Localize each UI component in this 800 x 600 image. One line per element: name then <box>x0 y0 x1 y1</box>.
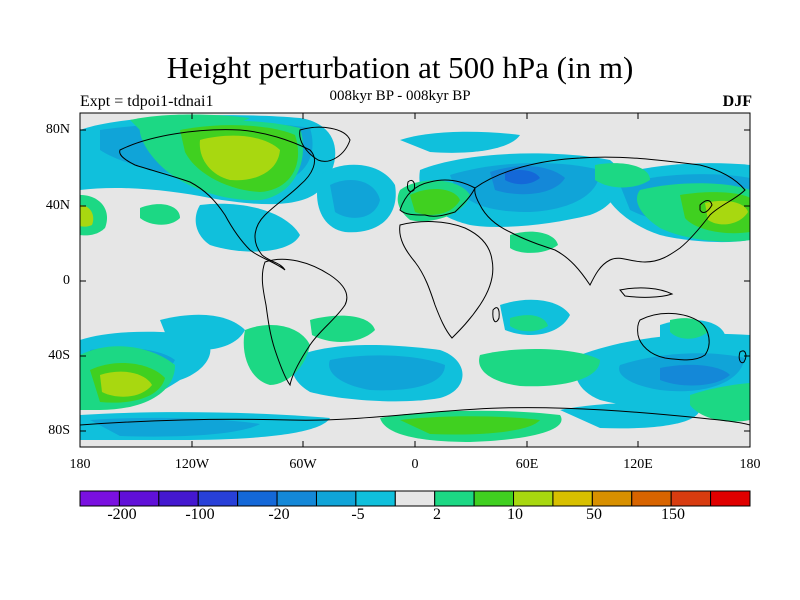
field-canada-yellow <box>199 135 280 181</box>
coast-antarctica <box>80 407 750 426</box>
coast-madagascar <box>492 307 500 323</box>
field-southern-ocean-blue3 <box>660 364 730 386</box>
field-arctic-europe-blue <box>400 131 520 153</box>
lon-tick-label: 0 <box>411 457 419 472</box>
colorbar-swatch <box>276 490 317 507</box>
field-caribbean-blue <box>195 203 300 252</box>
experiment-label: Expt = tdpoi1-tdnai1 <box>80 93 214 110</box>
lat-tick-label: 40S <box>48 348 70 363</box>
colorbar-label: 10 <box>507 506 523 523</box>
field-south-atlantic-blue2 <box>329 355 445 391</box>
colorbar-label: -5 <box>351 506 365 523</box>
colorbar-swatch <box>591 490 633 507</box>
field-east-pacific-yellow <box>705 200 748 225</box>
coast-uk <box>407 179 415 193</box>
colorbar-label: 150 <box>661 506 685 523</box>
colorbar-label: -200 <box>107 506 137 523</box>
field-australia-green <box>670 318 708 339</box>
colorbar-label: 2 <box>433 506 441 523</box>
lon-tick-label: 60W <box>289 457 317 472</box>
coast-australia <box>637 312 710 361</box>
field-south-pacific-green <box>690 383 750 422</box>
contour-fields <box>80 114 750 442</box>
colorbar-swatch <box>158 490 199 507</box>
field-southern-yellow <box>100 371 152 397</box>
lat-tick-label: 80S <box>48 423 70 438</box>
field-eurasia-blue4 <box>505 170 540 185</box>
coast-new-zealand <box>738 350 747 364</box>
lat-tick-label: 40N <box>45 198 70 213</box>
colorbar-swatch <box>710 490 751 507</box>
axis-ticks <box>79 113 751 447</box>
colorbar-label: -20 <box>268 506 290 523</box>
lat-tick-label: 80N <box>45 122 70 137</box>
colorbar-swatch <box>513 490 554 507</box>
colorbar-swatch <box>118 490 160 507</box>
lon-tick-label: 120E <box>623 457 653 472</box>
lon-tick-label: 180 <box>739 457 761 472</box>
field-antarctic-green2 <box>400 416 540 435</box>
coast-north-america <box>119 129 315 271</box>
colorbar-swatch <box>197 490 239 507</box>
field-west-pacific-yellow <box>80 205 94 227</box>
field-asia-green <box>595 163 650 188</box>
colorbar-swatch <box>434 490 475 507</box>
field-indian-green <box>510 315 548 332</box>
map-title: Height perturbation at 500 hPa (in m) <box>166 50 634 85</box>
coast-greenland <box>299 126 351 162</box>
coast-africa <box>399 221 494 339</box>
field-antarctic-blue2 <box>90 417 260 437</box>
colorbar-label: 50 <box>586 506 602 523</box>
season-label: DJF <box>722 93 752 110</box>
map-subtitle: 008kyr BP - 008kyr BP <box>329 88 471 104</box>
colorbar-swatch <box>394 490 436 507</box>
coast-south-america <box>261 258 348 387</box>
lon-tick-label: 60E <box>515 457 539 472</box>
field-pacific-north-green <box>140 204 180 225</box>
colorbar-swatch <box>552 490 593 507</box>
field-atlantic-blue2 <box>330 180 380 218</box>
field-mid-atlantic-green <box>310 315 375 342</box>
colorbar-swatch <box>315 490 357 507</box>
lat-tick-label: 0 <box>63 273 70 288</box>
colorbar-swatch <box>631 490 672 507</box>
lon-tick-label: 180 <box>69 457 91 472</box>
field-south-atlantic-green <box>479 348 600 387</box>
coast-indonesia <box>619 287 674 298</box>
colorbar-swatch <box>79 490 120 507</box>
colorbar <box>79 490 751 507</box>
field-south-pacific-blue <box>160 314 245 350</box>
coast-asia <box>474 156 746 286</box>
colorbar-label: -100 <box>185 506 215 523</box>
coastlines <box>80 126 750 426</box>
coast-europe <box>399 179 476 217</box>
colorbar-swatch <box>237 490 278 507</box>
colorbar-swatch <box>355 490 396 507</box>
colorbar-swatch <box>473 490 515 507</box>
colorbar-swatch <box>670 490 712 507</box>
lon-tick-label: 120W <box>174 457 210 472</box>
field-arctic-green <box>130 114 250 131</box>
field-europe-green2 <box>410 188 460 215</box>
coast-japan <box>699 200 713 213</box>
